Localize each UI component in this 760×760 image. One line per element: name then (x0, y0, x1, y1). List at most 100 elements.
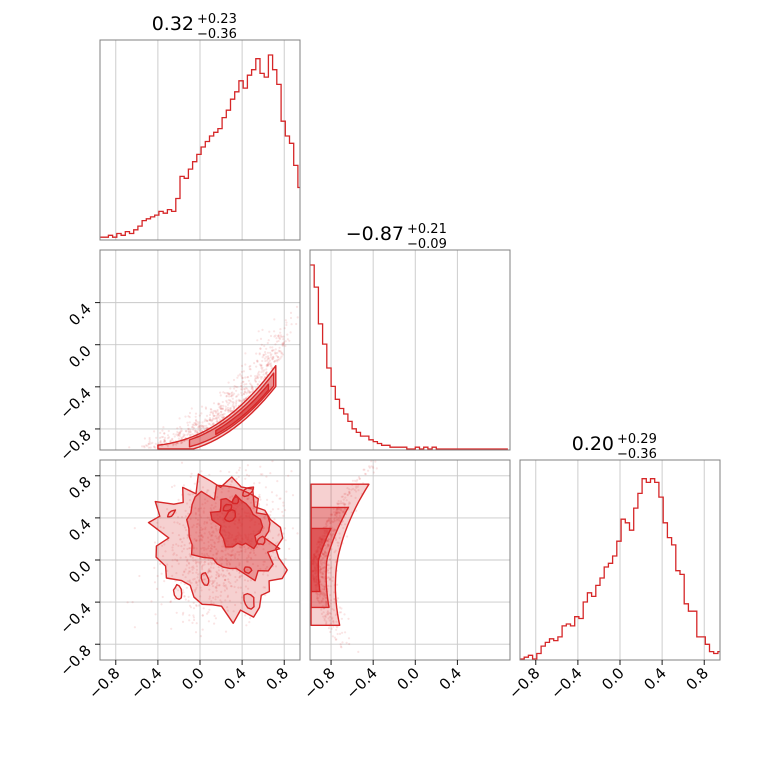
sample-point (261, 376, 264, 379)
sample-point (219, 391, 222, 394)
sample-point (263, 516, 266, 519)
sample-point (205, 424, 208, 427)
sample-point (340, 646, 343, 649)
sample-point (241, 388, 244, 391)
sample-point (284, 539, 287, 542)
sample-point (203, 498, 207, 501)
sample-point (191, 571, 194, 575)
sample-point (179, 442, 182, 445)
sample-point (240, 385, 243, 388)
sample-point (266, 363, 269, 366)
sample-point (221, 414, 224, 417)
sample-point (171, 559, 174, 562)
sample-point (325, 519, 329, 523)
sample-point (267, 361, 270, 364)
sample-point (326, 543, 329, 547)
sample-point (221, 569, 224, 572)
sample-point (357, 489, 360, 492)
sample-point (338, 532, 341, 535)
sample-point (222, 569, 225, 572)
sample-point (191, 423, 194, 426)
sample-point (186, 560, 189, 563)
sample-point (180, 429, 183, 432)
sample-point (321, 567, 324, 570)
sample-point (235, 395, 238, 398)
sample-point (207, 545, 210, 548)
sample-point (335, 638, 338, 641)
x-tick-label: −0.4 (342, 664, 380, 702)
sample-point (214, 617, 217, 620)
sample-point (357, 650, 360, 654)
sample-point (178, 433, 181, 436)
sample-point (211, 412, 215, 416)
sample-point (226, 595, 229, 599)
sample-point (194, 580, 198, 583)
sample-point (273, 335, 276, 338)
sample-point (225, 547, 228, 550)
sample-point (323, 587, 326, 591)
sample-point (207, 562, 210, 565)
sample-point (194, 418, 198, 421)
sample-point (323, 594, 326, 597)
sample-point (278, 497, 281, 500)
sample-point (187, 429, 190, 432)
sample-point (241, 596, 244, 599)
sample-point (190, 472, 193, 475)
sample-point (223, 392, 226, 395)
sample-point (319, 568, 323, 571)
sample-point (209, 507, 212, 510)
sample-point (230, 554, 233, 557)
sample-point (344, 503, 347, 506)
sample-point (261, 366, 264, 369)
panel-title-upper-3: +0.29 (617, 432, 657, 447)
sample-point (153, 566, 156, 570)
sample-point (277, 507, 280, 511)
sample-point (279, 337, 282, 340)
sample-point (161, 555, 165, 558)
sample-point (254, 380, 257, 383)
sample-point (228, 470, 231, 474)
sample-point (240, 602, 243, 605)
sample-point (329, 538, 332, 541)
sample-point (238, 562, 241, 565)
sample-point (277, 334, 280, 337)
sample-point (269, 354, 272, 357)
sample-point (272, 349, 275, 352)
sample-point (334, 549, 337, 552)
sample-point (218, 414, 221, 417)
sample-point (214, 586, 217, 589)
sample-point (222, 416, 225, 419)
sample-point (217, 541, 220, 544)
sample-point (316, 597, 319, 600)
sample-point (230, 553, 233, 557)
sample-point (320, 567, 323, 571)
sample-point (179, 425, 182, 429)
sample-point (192, 559, 195, 562)
sample-point (243, 545, 246, 549)
sample-point (224, 547, 227, 550)
sample-point (209, 538, 212, 542)
sample-point (319, 562, 323, 565)
sample-point (321, 592, 324, 595)
sample-point (244, 352, 247, 355)
sample-point (327, 518, 330, 521)
sample-point (231, 397, 234, 400)
sample-point (249, 617, 252, 620)
sample-point (250, 390, 253, 393)
sample-point (173, 597, 176, 600)
sample-point (281, 342, 284, 345)
sample-point (210, 424, 213, 427)
sample-point (203, 546, 206, 550)
sample-point (332, 530, 335, 533)
sample-point (212, 414, 215, 417)
sample-point (234, 385, 238, 388)
sample-point (199, 547, 203, 550)
sample-point (198, 414, 201, 417)
sample-point (194, 421, 197, 425)
sample-point (195, 581, 199, 584)
sample-point (203, 561, 206, 564)
sample-point (324, 523, 328, 526)
sample-point (218, 402, 221, 405)
sample-point (254, 377, 257, 380)
sample-point (250, 548, 253, 551)
